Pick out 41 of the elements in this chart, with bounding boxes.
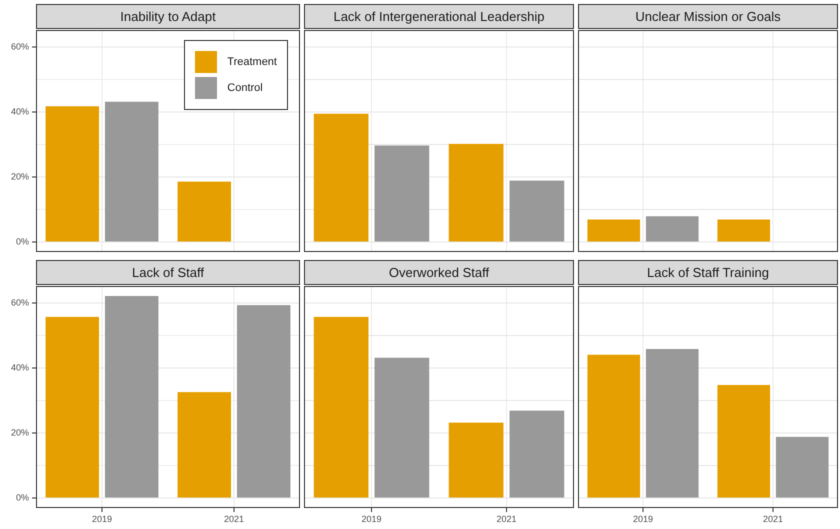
bar <box>776 436 829 498</box>
y-tick-label: 0% <box>16 492 29 502</box>
y-tick-label: 0% <box>16 236 29 246</box>
x-tick-label: 2021 <box>224 514 244 524</box>
chart-title: Inability to Adapt <box>36 4 300 29</box>
bar <box>646 348 699 498</box>
y-tick-label: 60% <box>10 42 29 52</box>
y-tick-label: 40% <box>10 362 29 373</box>
bar <box>510 410 564 498</box>
chart-title: Lack of Staff <box>36 260 300 285</box>
legend-label: Treatment <box>227 56 277 68</box>
bar <box>374 358 430 498</box>
bar <box>717 384 770 498</box>
x-tick-label: 2021 <box>762 514 784 524</box>
bar <box>314 114 368 242</box>
bar <box>104 296 158 498</box>
bar <box>374 146 430 242</box>
bar <box>178 392 232 498</box>
y-tick-label: 20% <box>10 428 29 438</box>
bar <box>104 102 158 242</box>
bar <box>448 144 504 242</box>
bar <box>314 316 368 498</box>
y-tick-label: 60% <box>10 298 29 308</box>
bar <box>46 106 100 242</box>
chart-title: Lack of Staff Training <box>578 260 838 285</box>
y-tick-label: 20% <box>10 172 29 182</box>
chart-title: Overworked Staff <box>304 260 574 285</box>
bar <box>46 316 100 498</box>
bar <box>448 422 504 498</box>
x-tick-label: 2019 <box>361 514 382 524</box>
legend-label: Control <box>227 82 263 94</box>
y-tick-label: 40% <box>10 106 29 117</box>
bar <box>236 305 290 498</box>
bar <box>587 354 640 498</box>
bar <box>178 182 232 242</box>
x-tick-label: 2019 <box>92 514 112 524</box>
x-tick-label: 2019 <box>632 514 654 524</box>
chart-title: Unclear Mission or Goals <box>578 4 838 29</box>
x-tick-label: 2021 <box>496 514 517 524</box>
bar <box>510 180 564 242</box>
chart-title: Lack of Intergenerational Leadership <box>304 4 574 29</box>
